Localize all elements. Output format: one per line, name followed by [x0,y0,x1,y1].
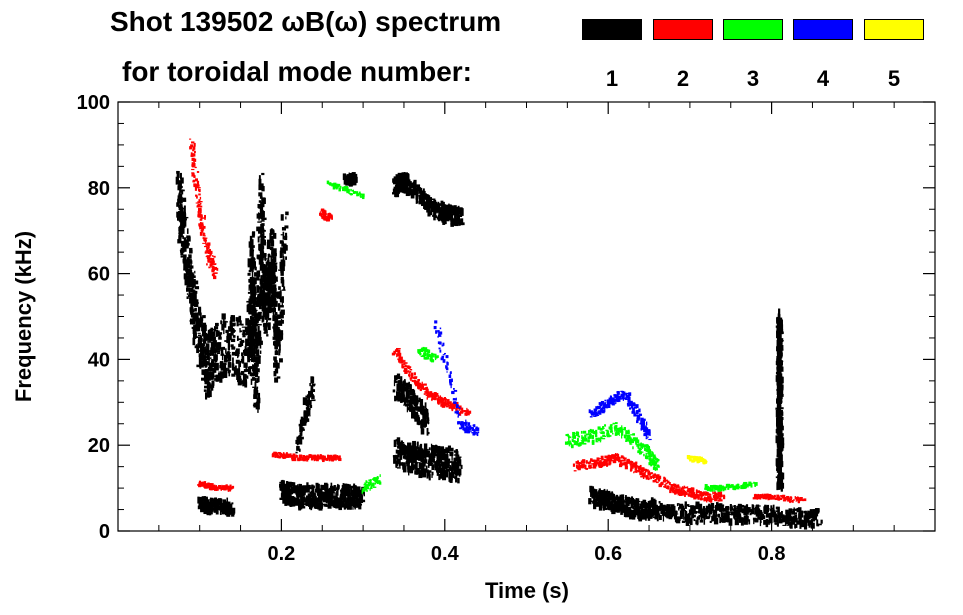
y-tick-label: 40 [88,349,110,371]
mode-n1-feature [342,172,358,187]
mode-n1-feature [197,496,236,517]
mode-n2-feature [572,452,726,503]
y-tick-label: 0 [99,521,110,543]
mode-n5-feature [686,455,708,465]
mode-n1-feature [392,437,463,484]
mode-n3-feature [704,481,758,492]
y-tick-label: 20 [88,435,110,457]
mode-n1-feature [392,373,430,436]
legend-label-1: 1 [605,66,619,91]
mode-n2-feature [197,480,235,492]
x-tick-label: 0.4 [431,543,460,565]
legend-swatch-5 [864,19,924,40]
legend-swatch-3 [723,19,783,40]
legend-swatch-4 [793,19,853,40]
x-tick-label: 0.8 [758,543,786,565]
spectrogram-marks [175,138,823,530]
legend-swatch-2 [653,19,713,40]
y-tick-label: 100 [77,92,110,114]
y-axis-label: Frequency (kHz) [11,231,36,402]
mode-n4-feature [433,320,480,437]
chart-title: Shot 139502 ωB(ω) spectrum [110,6,502,37]
mode-n1-feature [775,308,785,492]
mode-n1-feature [245,172,289,413]
mode-n1-feature [588,485,823,530]
mode-n3-feature [417,346,439,363]
mode-n4-feature [588,390,652,441]
plot-frame [117,101,936,532]
legend-label-3: 3 [746,66,760,91]
legend-label-2: 2 [676,66,690,91]
legend-swatch-1 [582,19,642,40]
mode-n1-feature [295,376,316,454]
mode-n2-feature [319,208,333,222]
axis-ticks: 0 20 40 60 80 100 0.2 0.4 0.6 0.8 [77,92,935,565]
mode-n2-feature [271,451,342,463]
mode-n2-feature [752,493,807,504]
x-tick-label: 0.6 [594,543,622,565]
mode-n3-feature [564,422,660,471]
mode-n1-feature [392,172,465,227]
mode-n3-feature [326,180,365,200]
legend-label-4: 4 [816,66,830,91]
y-tick-label: 60 [88,264,110,286]
chart-subtitle: for toroidal mode number: [122,56,472,87]
x-axis-label: Time (s) [485,578,569,603]
mode-n1-feature [279,479,366,511]
mode-n2-feature [189,138,219,280]
x-tick-label: 0.2 [267,543,295,565]
legend-label-5: 5 [887,66,901,91]
mode-n3-feature [361,474,382,494]
y-tick-label: 80 [88,178,110,200]
